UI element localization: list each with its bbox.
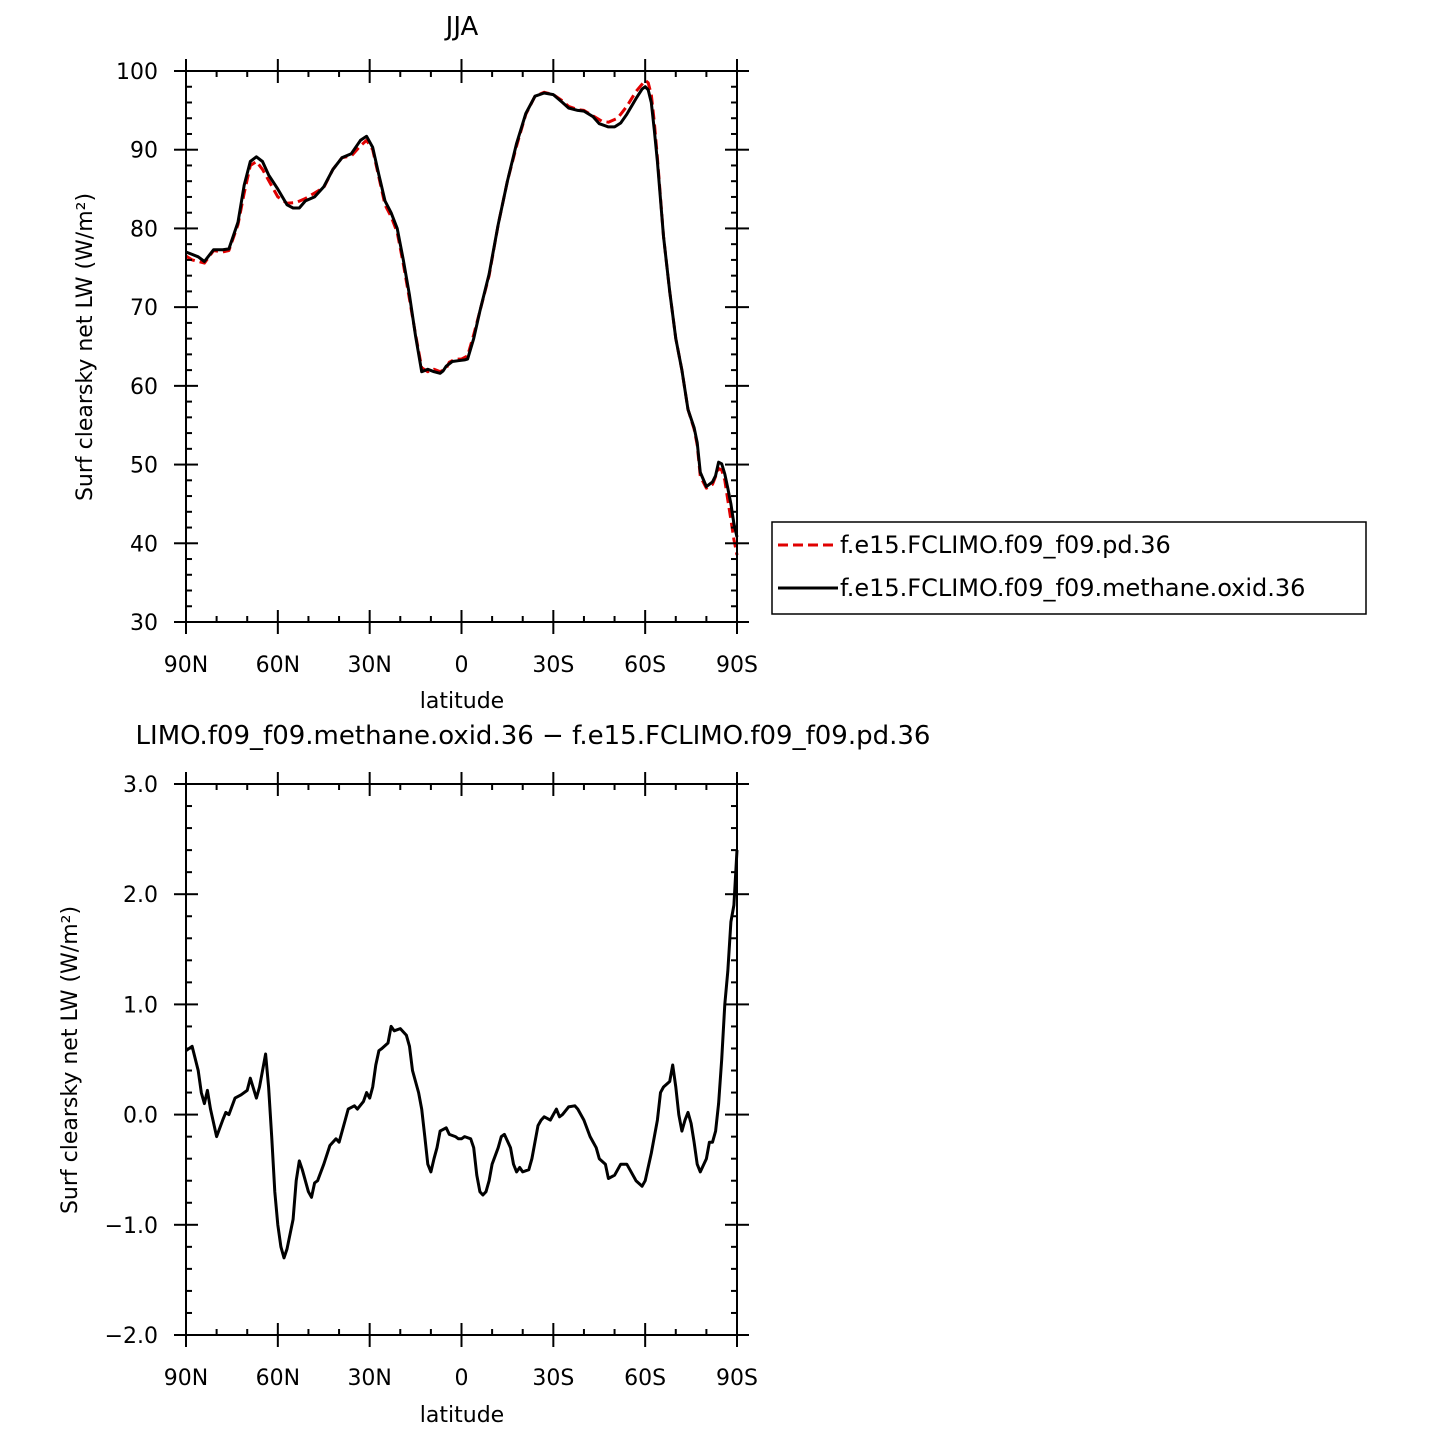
top-y-tick-label: 50 — [130, 454, 158, 479]
top-series-line-0 — [185, 78, 739, 556]
bottom-series-line-0 — [185, 850, 739, 1260]
bottom-plot-frame — [185, 783, 738, 1336]
top-x-axis-label: latitude — [420, 689, 504, 714]
bottom-x-tick-label: 0 — [455, 1366, 469, 1391]
top-x-tick-label: 0 — [455, 653, 469, 678]
bottom-panel: LIMO.f09_f09.methane.oxid.36 − f.e15.FCL… — [58, 721, 930, 1428]
bottom-y-tick-labels: −2.0 −1.0 0.0 1.0 2.0 3.0 — [105, 773, 158, 1349]
top-y-tick-label: 100 — [116, 60, 158, 85]
top-series-group — [185, 78, 739, 556]
top-x-tick-label: 90N — [164, 653, 208, 678]
bottom-y-tick-label: 1.0 — [123, 993, 158, 1018]
top-y-tick-label: 70 — [130, 296, 158, 321]
legend: f.e15.FCLIMO.f09_f09.pd.36 f.e15.FCLIMO.… — [771, 521, 1367, 615]
top-y-tick-label: 60 — [130, 375, 158, 400]
bottom-x-tick-labels: 90N 60N 30N 0 30S 60S 90S — [164, 1366, 758, 1391]
legend-label-methane: f.e15.FCLIMO.f09_f09.methane.oxid.36 — [840, 574, 1305, 602]
top-x-tick-labels: 90N 60N 30N 0 30S 60S 90S — [164, 653, 758, 678]
bottom-ticks — [174, 772, 749, 1347]
top-x-tick-label: 30N — [347, 653, 391, 678]
bottom-y-tick-label: 0.0 — [123, 1104, 158, 1129]
bottom-x-tick-label: 60S — [624, 1366, 666, 1391]
bottom-x-tick-label: 90S — [716, 1366, 758, 1391]
top-y-tick-label: 40 — [130, 532, 158, 557]
legend-label-pd: f.e15.FCLIMO.f09_f09.pd.36 — [840, 531, 1171, 559]
bottom-y-tick-label: 2.0 — [123, 883, 158, 908]
bottom-x-tick-label: 60N — [256, 1366, 300, 1391]
bottom-x-tick-label: 30S — [532, 1366, 574, 1391]
bottom-title: LIMO.f09_f09.methane.oxid.36 − f.e15.FCL… — [136, 721, 931, 751]
top-x-tick-label: 60N — [256, 653, 300, 678]
top-x-tick-label: 60S — [624, 653, 666, 678]
top-y-tick-labels: 30 40 50 60 70 80 90 100 — [116, 60, 158, 636]
top-series-line-1 — [185, 85, 739, 538]
top-ticks — [174, 59, 749, 634]
bottom-x-axis-label: latitude — [420, 1403, 504, 1428]
top-y-tick-label: 80 — [130, 217, 158, 242]
top-y-tick-label: 90 — [130, 139, 158, 164]
top-y-tick-label: 30 — [130, 611, 158, 636]
bottom-x-tick-label: 90N — [164, 1366, 208, 1391]
bottom-series-group — [185, 850, 739, 1260]
bottom-y-tick-label: −2.0 — [105, 1324, 158, 1349]
legend-box — [771, 521, 1367, 615]
bottom-y-tick-label: −1.0 — [105, 1214, 158, 1239]
top-x-tick-label: 90S — [716, 653, 758, 678]
bottom-x-tick-label: 30N — [347, 1366, 391, 1391]
bottom-y-axis-label: Surf clearsky net LW (W/m²) — [58, 906, 83, 1214]
bottom-y-tick-label: 3.0 — [123, 773, 158, 798]
top-y-axis-label: Surf clearsky net LW (W/m²) — [73, 193, 98, 501]
top-plot-frame — [185, 70, 738, 623]
top-title: JJA — [444, 12, 479, 42]
top-x-tick-label: 30S — [532, 653, 574, 678]
